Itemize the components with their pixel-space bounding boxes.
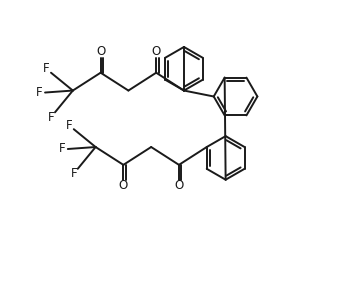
Text: F: F xyxy=(71,167,77,180)
Text: F: F xyxy=(59,142,65,156)
Text: O: O xyxy=(96,45,105,58)
Text: O: O xyxy=(151,45,161,58)
Text: O: O xyxy=(174,179,184,192)
Text: F: F xyxy=(48,111,54,124)
Text: F: F xyxy=(66,119,72,132)
Text: O: O xyxy=(119,179,128,192)
Text: F: F xyxy=(36,86,42,99)
Text: F: F xyxy=(43,62,49,75)
